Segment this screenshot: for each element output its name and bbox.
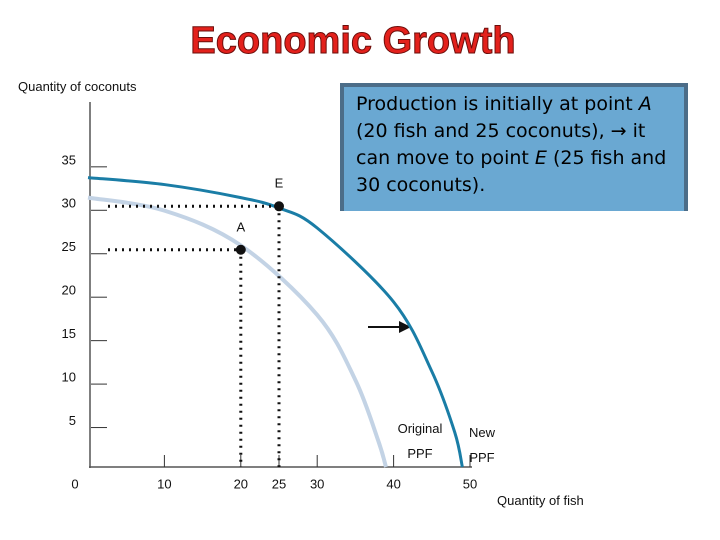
point-label: E (275, 175, 284, 190)
y-axis-label: Quantity of coconuts (18, 79, 137, 94)
slide-title: Economic Growth (190, 20, 516, 63)
annotation-run: E (534, 147, 547, 169)
point (274, 201, 284, 212)
shift-arrow (368, 321, 411, 333)
x-tick-label: 40 (386, 476, 400, 491)
series-label: New PPF (468, 425, 495, 465)
y-tick-label: 35 (62, 152, 76, 167)
annotation-run: (20 fish and 25 coconuts), (356, 120, 611, 142)
x-tick-label: 20 (234, 476, 248, 491)
y-tick-label: 10 (62, 370, 76, 385)
annotation-run: (25 fish and 30 coconuts). (356, 147, 667, 196)
y-tick-label: 5 (69, 413, 76, 428)
x-tick-label: 0 (71, 476, 78, 491)
annotation-run: A (638, 93, 652, 115)
annotation-run: Production is initially at point (356, 93, 639, 115)
point-label: A (236, 219, 245, 234)
x-tick-label: 25 (272, 476, 286, 491)
ppf-curve (87, 195, 388, 468)
annotation: Production is initially at point A (20 f… (344, 87, 684, 211)
y-tick-label: 15 (62, 326, 76, 341)
ppf-curve (87, 176, 464, 468)
x-tick-label: 30 (310, 476, 324, 491)
y-tick-label: 20 (62, 283, 76, 298)
y-tick-label: 30 (62, 196, 76, 211)
y-tick-label: 25 (62, 239, 76, 254)
x-tick-label: 50 (463, 476, 477, 491)
x-axis-label: Quantity of fish (497, 493, 584, 508)
annotation-run: → it can move to point (356, 120, 646, 169)
series-label: Original PPF (397, 421, 443, 461)
x-tick-label: 10 (157, 476, 171, 491)
point (235, 244, 246, 255)
